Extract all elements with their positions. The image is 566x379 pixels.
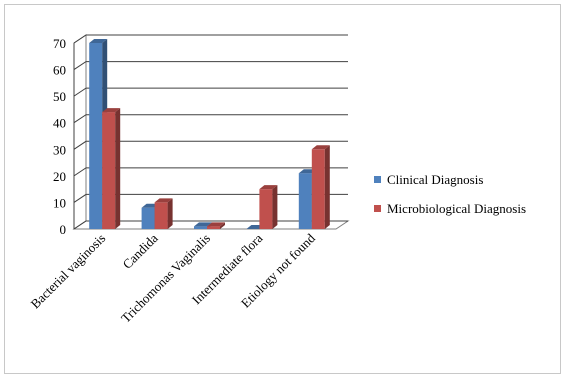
bar-front [102, 112, 116, 229]
bar-side [167, 198, 173, 229]
bar-front [311, 149, 325, 229]
x-tick-label: Candida [119, 230, 160, 271]
x-tick-label: Bacterial vaginosis [28, 231, 109, 312]
bars [89, 39, 330, 229]
y-tick-label: 0 [60, 222, 67, 237]
legend: Clinical Diagnosis Microbiological Diagno… [374, 172, 526, 216]
y-tick-label: 10 [53, 195, 66, 210]
y-tick-label: 40 [53, 116, 66, 131]
bar-side [220, 222, 225, 229]
bar-front [298, 173, 312, 229]
gridline [73, 167, 348, 177]
bar-top [311, 145, 330, 150]
bar-top [154, 198, 173, 203]
bar-front [154, 202, 168, 229]
bar-top [194, 222, 212, 227]
bar-front [141, 207, 155, 229]
gridline [73, 140, 348, 150]
bar-front [259, 189, 273, 229]
legend-label: Microbiological Diagnosis [387, 201, 526, 216]
bar-front [207, 226, 220, 229]
y-tick-label: 70 [53, 36, 66, 51]
legend-swatch [374, 176, 381, 183]
back-wall [86, 35, 348, 221]
y-tick-label: 50 [53, 89, 66, 104]
y-axis-ticks: 0 10 20 30 40 50 60 70 [53, 36, 66, 237]
bar-front [194, 226, 207, 229]
bar-front [89, 43, 103, 229]
y-tick-label: 30 [53, 142, 66, 157]
y-tick-label: 20 [53, 169, 66, 184]
gridline [73, 61, 348, 70]
bar-side [324, 145, 330, 229]
bar-side [115, 108, 121, 229]
bar-top [259, 185, 278, 190]
legend-swatch [374, 205, 381, 212]
gridline [73, 87, 348, 97]
x-tick-label: Trichomonas Vaginalis [118, 231, 213, 326]
bar-side [272, 185, 278, 229]
bar-top [89, 39, 108, 43]
gridline [73, 114, 348, 124]
legend-label: Clinical Diagnosis [387, 172, 483, 187]
y-tick-label: 60 [53, 63, 66, 78]
bar-top [207, 222, 225, 227]
side-wall [73, 34, 87, 230]
bar-top [102, 108, 121, 113]
gridline [73, 34, 348, 44]
